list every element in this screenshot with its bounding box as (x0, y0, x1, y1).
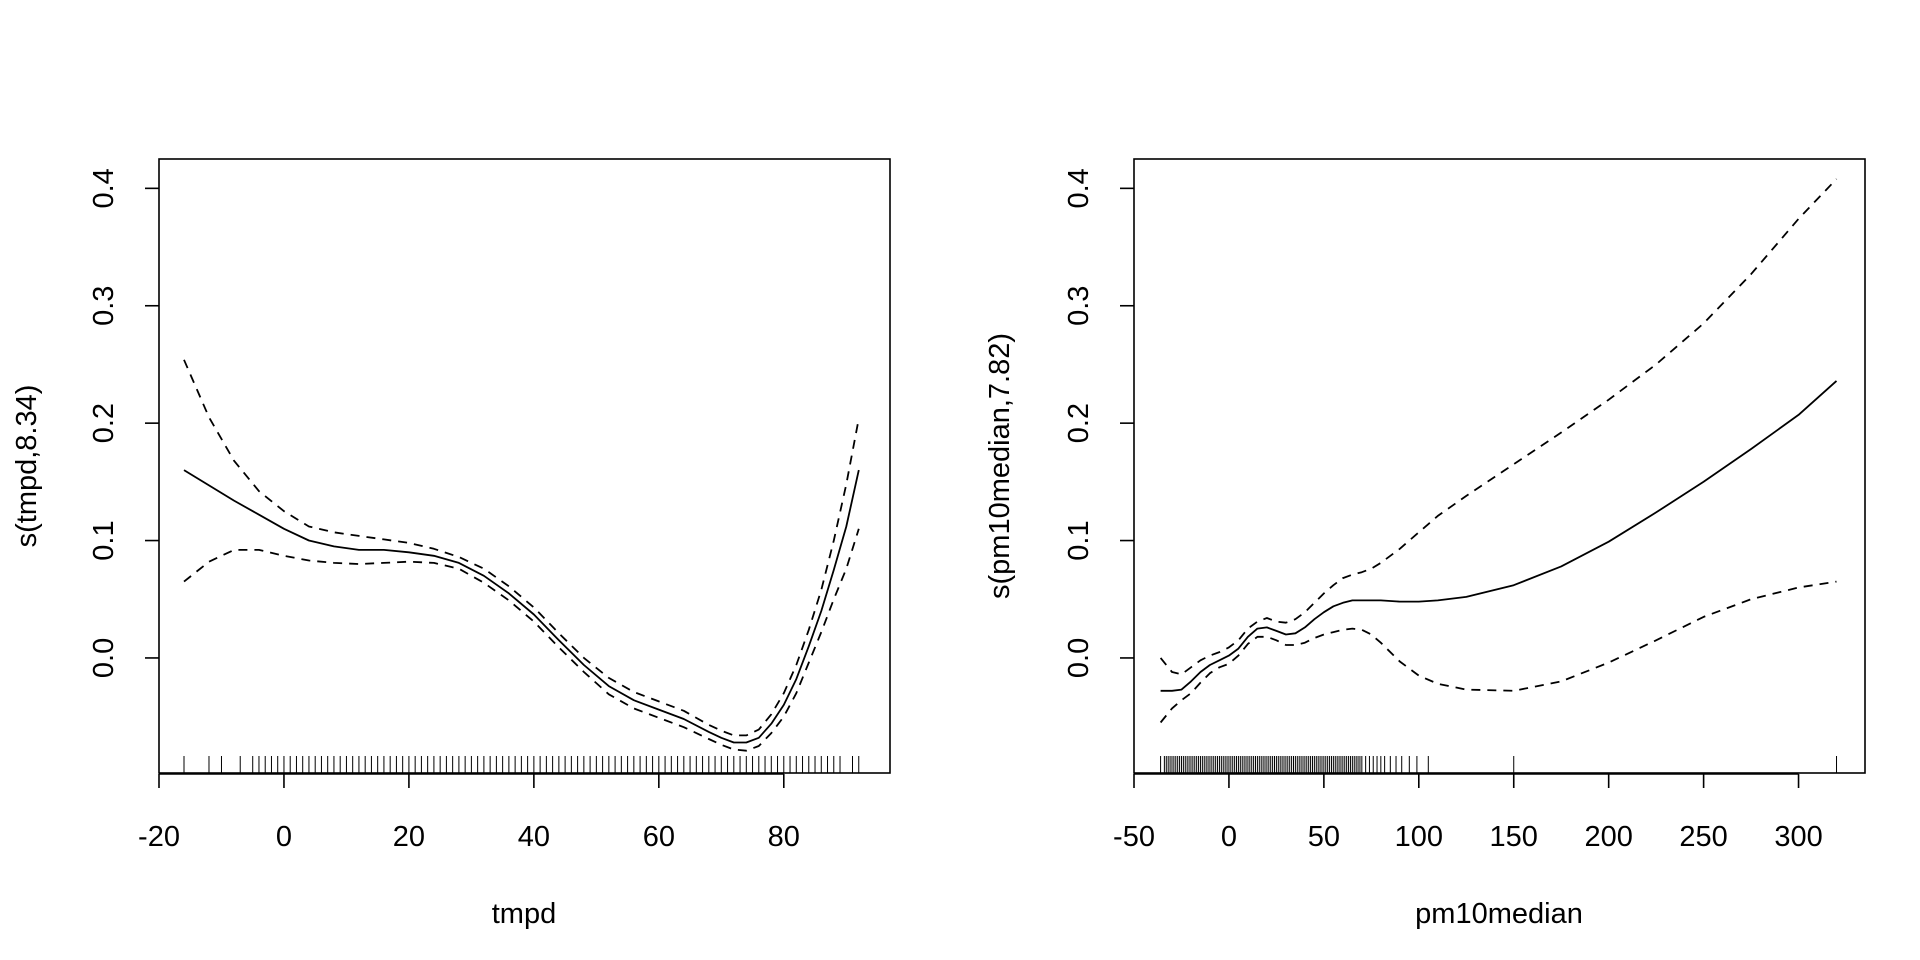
y-axis-tmpd: 0.0 0.1 0.2 0.3 0.4 (88, 168, 159, 678)
x-tick-label-tmpd: 20 (393, 821, 425, 853)
x-tick-label-pm10median: -50 (1113, 821, 1155, 853)
y-axis-pm10median: 0.0 0.1 0.2 0.3 0.4 (1063, 168, 1134, 678)
series-tmpd (183, 359, 860, 752)
y-axis-title-tmpd: s(tmpd,8.34) (11, 385, 43, 548)
y-tick-label-pm10median: 0.3 (1063, 286, 1095, 326)
x-tick-label-tmpd: 0 (276, 821, 292, 853)
panel-pm10median: 0.0 0.1 0.2 0.3 0.4 -50 0 50 100 150 200 250 300 pm… (984, 158, 1866, 930)
x-tick-label-pm10median: 300 (1774, 821, 1822, 853)
y-tick-label-tmpd: 0.1 (88, 520, 120, 560)
x-axis-pm10median: -50 0 50 100 150 200 250 300 (1113, 773, 1823, 853)
x-axis-title-pm10median: pm10median (1415, 898, 1583, 930)
y-tick-label-pm10median: 0.1 (1063, 520, 1095, 560)
y-tick-label-pm10median: 0.4 (1063, 168, 1095, 208)
y-tick-label-tmpd: 0.3 (88, 286, 120, 326)
x-tick-label-pm10median: 150 (1490, 821, 1538, 853)
rug-tmpd (183, 756, 860, 773)
x-tick-label-tmpd: 40 (518, 821, 550, 853)
x-axis-title-tmpd: tmpd (492, 898, 556, 930)
series-line-upper-pm10median (1159, 178, 1838, 676)
x-axis-tmpd: -20 0 20 40 60 80 (138, 773, 800, 853)
y-tick-label-pm10median: 0.0 (1063, 638, 1095, 678)
x-tick-label-pm10median: 100 (1395, 821, 1443, 853)
x-tick-label-tmpd: 80 (768, 821, 800, 853)
x-tick-label-pm10median: 50 (1308, 821, 1340, 853)
y-axis-title-pm10median: s(pm10median,7.82) (984, 333, 1016, 599)
x-tick-label-pm10median: 250 (1679, 821, 1727, 853)
y-tick-label-tmpd: 0.4 (88, 168, 120, 208)
x-tick-label-tmpd: 60 (643, 821, 675, 853)
y-tick-label-tmpd: 0.0 (88, 638, 120, 678)
plot-box-pm10median (1133, 158, 1866, 774)
series-line-upper-tmpd (183, 359, 860, 737)
y-tick-label-pm10median: 0.2 (1063, 403, 1095, 443)
series-line-fit-pm10median (1160, 380, 1838, 692)
plot-box-tmpd (158, 158, 891, 774)
x-tick-label-pm10median: 200 (1584, 821, 1632, 853)
series-line-lower-tmpd (183, 528, 860, 752)
y-tick-label-tmpd: 0.2 (88, 403, 120, 443)
rug-pm10median (1160, 756, 1838, 773)
x-tick-label-tmpd: -20 (138, 821, 180, 853)
series-line-fit-tmpd (183, 469, 860, 744)
series-pm10median (1159, 178, 1838, 724)
panel-tmpd: 0.0 0.1 0.2 0.3 0.4 -20 0 20 40 60 80 tmpd s(tmpd… (11, 158, 891, 930)
series-line-lower-pm10median (1159, 580, 1837, 724)
x-tick-label-pm10median: 0 (1221, 821, 1237, 853)
